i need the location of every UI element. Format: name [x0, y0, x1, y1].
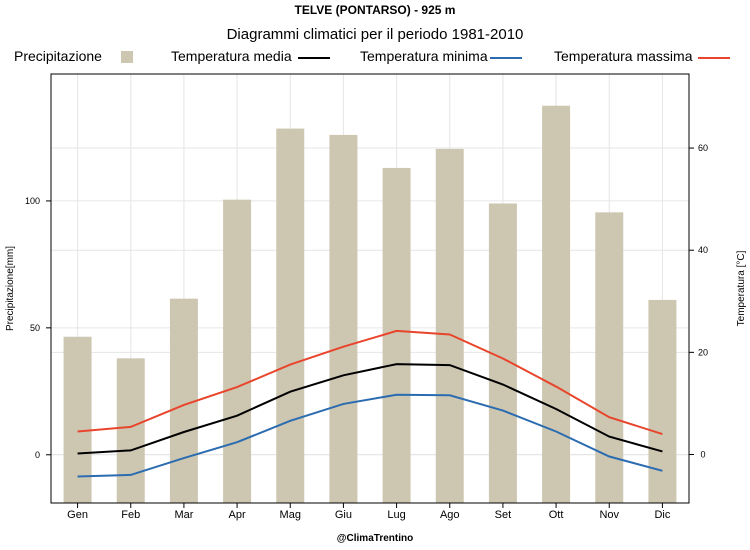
- legend: Precipitazione Temperatura media Tempera…: [0, 46, 750, 68]
- bar-precipitazione: [382, 167, 411, 503]
- x-tick-label: Ott: [549, 509, 564, 521]
- bar-precipitazione: [63, 336, 92, 503]
- legend-label-precipitazione: Precipitazione: [14, 48, 102, 64]
- x-tick-label: Nov: [599, 509, 619, 521]
- bar-precipitazione: [329, 134, 358, 503]
- bar-precipitazione: [648, 299, 677, 503]
- bar-precipitazione: [435, 148, 464, 503]
- x-tick-label: Dic: [654, 509, 670, 521]
- x-tick-label: Giu: [335, 509, 352, 521]
- line-temperatura-massima: [77, 329, 663, 436]
- x-tick-label: Gen: [67, 509, 88, 521]
- y-axis-right-label: Temperatura [°C]: [736, 250, 747, 326]
- x-tick-label: Ago: [440, 509, 460, 521]
- bar-precipitazione: [595, 212, 624, 503]
- y-axis-left-label: Precipitazione[mm]: [5, 246, 16, 331]
- line-temperatura-minima: [77, 393, 663, 478]
- bar-precipitazione: [276, 128, 305, 504]
- y-right-tick-label: 60: [698, 143, 708, 153]
- x-tick-label: Lug: [387, 509, 405, 521]
- plot-frame: [50, 73, 690, 504]
- legend-label-temperatura-minima: Temperatura minima: [360, 48, 488, 64]
- x-tick-label: Feb: [121, 509, 140, 521]
- bar-precipitazione: [116, 358, 145, 503]
- bar-precipitazione: [542, 105, 571, 503]
- y-left-tick-label: 0: [35, 450, 40, 460]
- chart-title: TELVE (PONTARSO) - 925 m: [294, 3, 456, 17]
- legend-swatch-temperatura-media: [298, 57, 330, 59]
- x-tick-label: Set: [495, 509, 512, 521]
- x-tick-label: Mar: [174, 509, 193, 521]
- y-left-tick-label: 50: [30, 323, 40, 333]
- chart-subtitle: Diagrammi climatici per il periodo 1981-…: [226, 26, 524, 43]
- y-right-tick-label: 0: [700, 449, 705, 459]
- x-tick-label: Mag: [280, 509, 301, 521]
- legend-label-temperatura-media: Temperatura media: [171, 48, 292, 64]
- bar-precipitazione: [223, 199, 252, 503]
- chart-footer: @ClimaTrentino: [336, 533, 414, 544]
- x-tick-label: Apr: [229, 509, 246, 521]
- y-left-tick-label: 100: [25, 196, 40, 206]
- line-temperatura-media: [77, 363, 663, 455]
- y-right-tick-label: 20: [698, 347, 708, 357]
- legend-swatch-temperatura-minima: [490, 57, 522, 59]
- legend-label-temperatura-massima: Temperatura massima: [554, 48, 693, 64]
- legend-swatch-temperatura-massima: [698, 57, 730, 59]
- y-right-tick-label: 40: [698, 245, 708, 255]
- legend-swatch-precipitazione: [121, 51, 133, 63]
